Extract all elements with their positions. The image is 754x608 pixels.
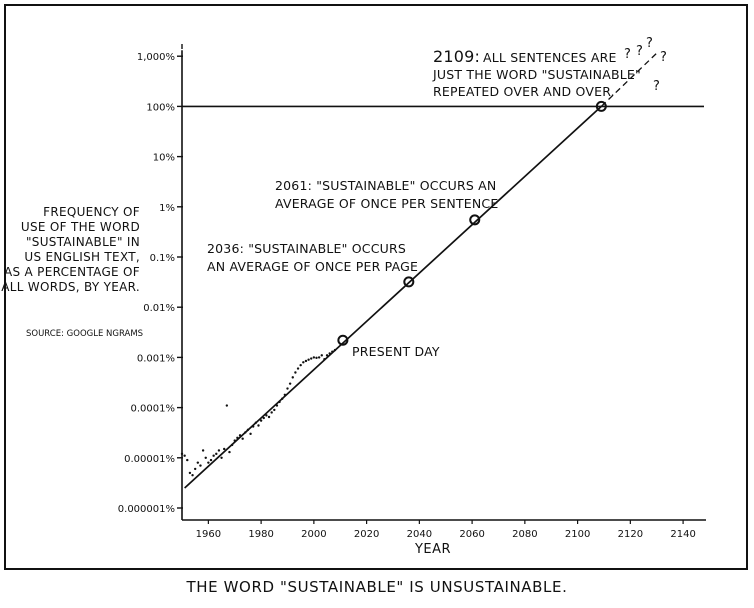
data-point [225, 404, 229, 407]
ylabel-line-2: USE OF THE WORD [21, 220, 140, 234]
data-point [217, 449, 221, 452]
x-tick-label: 2040 [407, 529, 432, 540]
x-tick-label: 2100 [565, 529, 590, 540]
y-tick-label: 0.000001% [118, 504, 175, 515]
present-day-label: PRESENT DAY [352, 344, 440, 359]
data-point [257, 424, 260, 427]
ylabel-line-5: AS A PERCENTAGE OF [4, 265, 140, 279]
data-point [207, 461, 210, 464]
annotation-2109-line2: JUST THE WORD "SUSTAINABLE" [432, 67, 641, 82]
data-point [262, 416, 265, 420]
data-point [296, 367, 300, 370]
data-point [299, 363, 302, 367]
x-tick-label: 2020 [354, 529, 379, 540]
comic-caption: THE WORD "SUSTAINABLE" IS UNSUSTAINABLE. [186, 578, 568, 596]
annotation-2109-year: 2109: [433, 47, 480, 66]
annotation-2061-line2: AVERAGE OF ONCE PER SENTENCE [275, 196, 498, 211]
annotation-2036-line2: AN AVERAGE OF ONCE PER PAGE [207, 259, 418, 274]
data-point [220, 456, 223, 459]
data-point [302, 361, 305, 364]
data-point [320, 354, 323, 357]
annotation-2109-line1: ALL SENTENCES ARE [483, 50, 617, 65]
x-tick-label: 2140 [670, 529, 695, 540]
data-point [315, 356, 318, 360]
data-point [249, 432, 252, 436]
extrapolation-dashed-line [600, 52, 658, 107]
data-point [215, 452, 218, 456]
x-tick-label: 2080 [512, 529, 537, 540]
milestone-marker [469, 214, 481, 226]
milestone-markers [337, 100, 607, 346]
data-point [209, 458, 213, 462]
data-point [199, 464, 202, 467]
data-point [307, 358, 310, 361]
question-mark-3: ? [646, 36, 653, 51]
data-point [291, 376, 294, 379]
x-tick-label: 1960 [196, 529, 221, 540]
data-point [317, 356, 321, 359]
observed-data-points [180, 348, 337, 477]
y-tick-label: 10% [153, 153, 175, 164]
y-tick-label: 0.01% [143, 303, 175, 314]
x-tick-label: 1980 [248, 529, 273, 540]
question-mark-1: ? [624, 47, 631, 62]
y-tick-label: 0.001% [137, 353, 175, 364]
question-mark-4: ? [660, 50, 667, 65]
y-tick-label: 0.00001% [124, 454, 175, 465]
data-point [267, 415, 271, 419]
y-tick-label: 100% [146, 102, 175, 113]
ylabel-line-3: "SUSTAINABLE" IN [26, 235, 140, 249]
data-point [222, 447, 226, 451]
data-point [204, 456, 207, 459]
y-tick-label: 0.0001% [131, 404, 176, 415]
annotation-2036-line1: 2036: "SUSTAINABLE" OCCURS [207, 241, 406, 256]
x-ticks: 1960 1980 2000 2020 2040 2060 2080 2100 2120 2140 [196, 520, 696, 540]
comic-panel [4, 4, 748, 570]
source-note: SOURCE: GOOGLE NGRAMS [26, 329, 143, 339]
trend-line [184, 105, 602, 489]
sustainable-chart: 0.000001% 0.00001% 0.0001% 0.001% 0.01% 0.1% 1… [1, 36, 706, 557]
data-point [186, 458, 189, 462]
data-point [201, 449, 205, 452]
x-tick-label: 2120 [618, 529, 643, 540]
data-point [183, 454, 186, 457]
milestone-marker [595, 100, 607, 112]
data-point [259, 419, 263, 422]
y-tick-label: 1% [159, 203, 175, 214]
data-point [180, 452, 184, 456]
y-tick-label: 1,000% [137, 52, 175, 63]
data-point [196, 461, 200, 464]
y-tick-label: 0.1% [150, 253, 175, 264]
ylabel-line-4: US ENGLISH TEXT, [24, 250, 140, 264]
data-point [193, 467, 197, 471]
data-point [241, 437, 244, 440]
data-point [270, 411, 273, 414]
data-point [286, 387, 289, 390]
ylabel-line-6: ALL WORDS, BY YEAR. [1, 280, 140, 294]
data-point [188, 471, 192, 475]
annotation-2109-line3: REPEATED OVER AND OVER. [433, 84, 615, 99]
data-point [304, 359, 308, 363]
data-point [212, 454, 215, 457]
milestone-marker [337, 334, 349, 346]
x-tick-label: 2000 [301, 529, 326, 540]
question-mark-5: ? [653, 79, 660, 94]
annotation-2061-line1: 2061: "SUSTAINABLE" OCCURS AN [275, 178, 496, 193]
ylabel-line-1: FREQUENCY OF [43, 205, 140, 219]
x-axis-label: YEAR [414, 542, 451, 557]
y-ticks: 0.000001% 0.00001% 0.0001% 0.001% 0.01% 0.1% 1… [118, 52, 183, 515]
data-point [288, 382, 292, 385]
data-point [310, 357, 313, 360]
data-point [294, 371, 297, 374]
data-point [191, 474, 194, 477]
data-point [273, 408, 276, 412]
milestone-marker [403, 276, 415, 288]
data-point [228, 450, 231, 454]
question-mark-2: ? [636, 44, 643, 59]
x-tick-label: 2060 [459, 529, 484, 540]
data-point [312, 356, 316, 359]
